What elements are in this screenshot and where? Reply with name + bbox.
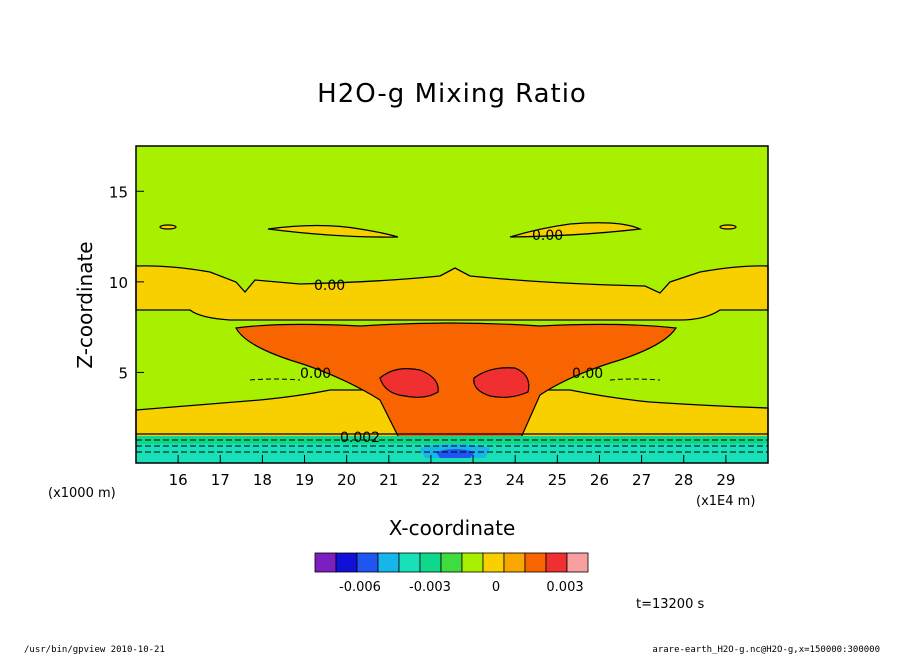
contour-label: 0.00 xyxy=(300,366,331,382)
contour-label: 0.00 xyxy=(572,366,603,382)
x-tick-label: 26 xyxy=(590,471,609,489)
colorbar-swatch xyxy=(566,552,589,573)
x-tick-label: 27 xyxy=(632,471,651,489)
footer-right: arare-earth_H2O-g.nc@H2O-g,x=150000:3000… xyxy=(652,645,880,654)
colorbar-swatch xyxy=(545,552,568,573)
colorbar-swatch xyxy=(503,552,526,573)
colorbar-label: -0.003 xyxy=(409,580,451,595)
x-tick-label: 17 xyxy=(211,471,230,489)
y-unit-label: (x1000 m) xyxy=(48,486,116,501)
colorbar-swatch xyxy=(440,552,463,573)
y-axis-label: Z-coordinate xyxy=(73,241,97,368)
colorbar-swatch xyxy=(461,552,484,573)
x-tick-label: 28 xyxy=(674,471,693,489)
x-tick-label: 21 xyxy=(379,471,398,489)
colorbar-swatch xyxy=(482,552,505,573)
y-tick-label: 5 xyxy=(118,364,128,382)
colorbar-label: 0.003 xyxy=(546,580,583,595)
colorbar-label: 0 xyxy=(492,580,500,595)
time-label: t=13200 s xyxy=(636,597,704,612)
contour-labels: 0.00 0.00 0.00 0.00 0.002 xyxy=(300,228,603,446)
x-tick-label: 24 xyxy=(506,471,525,489)
contour-field xyxy=(135,146,769,463)
colorbar-swatch xyxy=(314,552,337,573)
x-tick-label: 29 xyxy=(716,471,735,489)
contour-label: 0.00 xyxy=(314,278,345,294)
x-tick-label: 22 xyxy=(421,471,440,489)
colorbar-labels: -0.006 -0.003 0 0.003 xyxy=(339,580,584,595)
colorbar-swatch xyxy=(356,552,379,573)
x-tick-label: 19 xyxy=(295,471,314,489)
y-tick-label: 10 xyxy=(109,274,128,292)
chart-title: H2O-g Mixing Ratio xyxy=(317,79,587,109)
x-tick-label: 25 xyxy=(548,471,567,489)
x-axis-label: X-coordinate xyxy=(389,516,516,540)
contour-label: 0.00 xyxy=(532,228,563,244)
y-axis: 5 10 15 xyxy=(109,183,144,382)
contour-label: 0.002 xyxy=(340,430,380,446)
footer-left: /usr/bin/gpview 2010-10-21 xyxy=(24,645,165,654)
x-tick-label: 16 xyxy=(169,471,188,489)
colorbar xyxy=(314,552,589,573)
colorbar-swatch xyxy=(335,552,358,573)
y-tick-label: 15 xyxy=(109,183,128,201)
colorbar-swatch xyxy=(419,552,442,573)
x-tick-label: 23 xyxy=(464,471,483,489)
x-axis: 16 17 18 19 20 21 22 23 24 25 26 27 28 29 xyxy=(169,455,735,489)
colorbar-swatch xyxy=(398,552,421,573)
plot-frame xyxy=(135,145,769,464)
colorbar-label: -0.006 xyxy=(339,580,381,595)
colorbar-swatch xyxy=(377,552,400,573)
colorbar-swatch xyxy=(524,552,547,573)
x-unit-label: (x1E4 m) xyxy=(696,494,755,509)
x-tick-label: 20 xyxy=(337,471,356,489)
x-tick-label: 18 xyxy=(253,471,272,489)
